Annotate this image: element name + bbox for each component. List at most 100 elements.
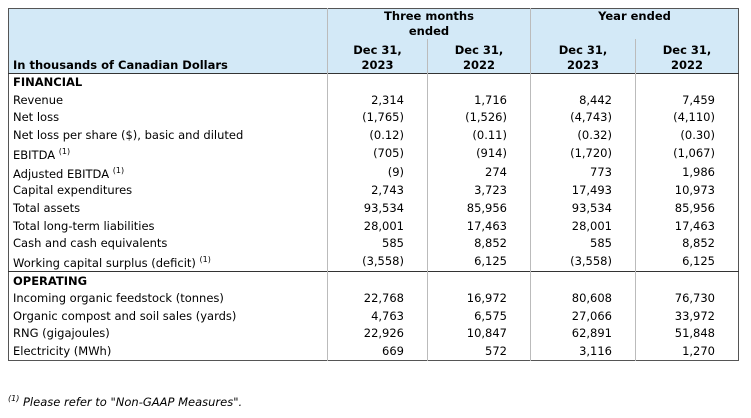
- row-label: Total long-term liabilities: [13, 218, 155, 233]
- column-header: Dec 31, 2022: [635, 39, 739, 74]
- footnote: (1) Please refer to "Non-GAAP Measures".: [8, 394, 242, 409]
- value-cell: (0.32): [530, 126, 636, 145]
- value-cell: 585: [327, 234, 428, 253]
- value-cell: (3,558): [530, 252, 636, 272]
- data-row: RNG (gigajoules) 22,926 10,847 62,891 51,848: [9, 325, 739, 343]
- value-cell: 28,001: [327, 217, 428, 235]
- table-wrap: In thousands of Canadian Dollars Three mo…: [8, 8, 739, 362]
- value-cell: 51,848: [635, 325, 739, 343]
- value-cell: 10,847: [427, 325, 531, 343]
- table-body: In thousands of Canadian Dollars Three mo…: [8, 8, 739, 361]
- value-cell: 6,125: [635, 252, 739, 272]
- value-cell: (1,765): [327, 109, 428, 127]
- data-row: Organic compost and soil sales (yards) 4,…: [9, 307, 739, 326]
- column-header: Dec 31, 2023: [530, 39, 636, 74]
- data-row: Incoming organic feedstock (tonnes) 22,76…: [9, 289, 739, 308]
- header-row: In thousands of Canadian Dollars Three mo…: [8, 8, 739, 74]
- data-row: Revenue 2,314 1,716 8,442 7,459: [9, 91, 739, 110]
- value-cell: 62,891: [530, 325, 636, 343]
- value-cell: 17,463: [635, 217, 739, 235]
- value-cell: 8,852: [427, 234, 531, 253]
- row-label: RNG (gigajoules): [13, 326, 110, 341]
- section-row: FINANCIAL: [8, 72, 739, 92]
- row-label-cell: Total assets: [9, 200, 328, 218]
- value-cell: 16,972: [427, 289, 531, 308]
- value-cell: 274: [427, 163, 531, 183]
- value-cell: (705): [327, 144, 428, 164]
- column-label: Dec 31, 2022: [662, 43, 712, 72]
- data-row: Working capital surplus (deficit) (1) (3,…: [9, 252, 739, 272]
- row-label: Cash and cash equivalents: [13, 236, 168, 251]
- empty-cell: [530, 271, 636, 290]
- value-cell: (1,526): [427, 109, 531, 127]
- row-label: EBITDA: [13, 148, 56, 163]
- data-row: Net loss (1,765) (1,526) (4,743) (4,110): [9, 109, 739, 127]
- row-label-cell: Capital expenditures: [9, 182, 328, 200]
- value-cell: 4,763: [327, 307, 428, 326]
- value-cell: 2,743: [327, 182, 428, 200]
- value-cell: 8,852: [635, 234, 739, 253]
- value-cell: 17,493: [530, 182, 636, 200]
- data-row: Capital expenditures 2,743 3,723 17,493 10,9…: [9, 182, 739, 200]
- value-cell: (914): [427, 144, 531, 164]
- financial-table: In thousands of Canadian Dollars Three mo…: [8, 8, 739, 362]
- value-cell: 22,926: [327, 325, 428, 343]
- value-cell: 93,534: [530, 199, 636, 218]
- value-cell: (9): [327, 163, 428, 183]
- note-marker: (1): [199, 255, 211, 265]
- row-label: Capital expenditures: [13, 183, 133, 198]
- empty-cell: [530, 72, 636, 92]
- value-cell: 1,716: [427, 91, 531, 110]
- data-row: Electricity (MWh) 669 572 3,116 1,270: [9, 342, 739, 361]
- row-label: Total assets: [13, 200, 81, 215]
- value-cell: 1,270: [635, 342, 739, 361]
- data-row: Total long-term liabilities 28,001 17,463 2…: [9, 217, 739, 235]
- value-cell: 3,116: [530, 342, 636, 361]
- data-row: Adjusted EBITDA (1) (9) 274 773 1,986: [9, 163, 739, 183]
- data-row: EBITDA (1) (705) (914) (1,720) (1,067): [9, 144, 739, 164]
- row-label: Net loss: [13, 110, 60, 125]
- value-cell: 93,534: [327, 199, 428, 218]
- value-cell: 773: [530, 163, 636, 183]
- row-label-cell: Working capital surplus (deficit) (1): [9, 252, 328, 271]
- value-cell: 28,001: [530, 217, 636, 235]
- row-label-cell: Organic compost and soil sales (yards): [9, 307, 328, 325]
- empty-cell: [427, 72, 531, 92]
- note-marker: (1): [58, 147, 71, 157]
- value-cell: 27,066: [530, 307, 636, 326]
- empty-cell: [327, 271, 428, 290]
- value-cell: 6,575: [427, 307, 531, 326]
- value-cell: 33,972: [635, 307, 739, 326]
- row-label-cell: Cash and cash equivalents: [9, 235, 328, 253]
- value-cell: 76,730: [635, 289, 739, 308]
- group-label: Year ended: [598, 9, 671, 23]
- section-title: OPERATING: [8, 271, 328, 290]
- group-header: Three months ended: [327, 8, 531, 39]
- value-cell: 80,608: [530, 289, 636, 308]
- row-label-cell: Revenue: [9, 92, 328, 110]
- row-label-cell: Total long-term liabilities: [9, 217, 328, 235]
- value-cell: 10,973: [635, 182, 739, 200]
- header-row: Dec 31, 2023 Dec 31, 2022 Dec 31, 2023 Dec …: [9, 39, 739, 74]
- value-cell: (4,743): [530, 109, 636, 127]
- value-cell: 8,442: [530, 91, 636, 110]
- value-cell: 7,459: [635, 91, 739, 110]
- value-cell: 85,956: [635, 199, 739, 218]
- section-row: OPERATING: [8, 271, 739, 290]
- value-cell: 22,768: [327, 289, 428, 308]
- column-label: Dec 31, 2022: [454, 43, 504, 72]
- group-label: Three months ended: [384, 9, 474, 38]
- value-cell: 3,723: [427, 182, 531, 200]
- column-label: Dec 31, 2023: [353, 43, 402, 72]
- value-cell: (1,067): [635, 144, 739, 164]
- section-title: FINANCIAL: [8, 72, 328, 92]
- column-header: Dec 31, 2022: [427, 39, 531, 74]
- row-label-cell: Net loss per share ($), basic and dilute…: [9, 127, 328, 145]
- row-label-cell: EBITDA (1): [9, 144, 328, 163]
- footnote-text: Please refer to "Non-GAAP Measures".: [23, 394, 243, 409]
- value-cell: 2,314: [327, 91, 428, 110]
- value-cell: 669: [327, 342, 428, 361]
- row-label: Net loss per share ($), basic and dilute…: [13, 128, 244, 143]
- unit-label: In thousands of Canadian Dollars: [13, 58, 228, 72]
- empty-cell: [427, 271, 531, 290]
